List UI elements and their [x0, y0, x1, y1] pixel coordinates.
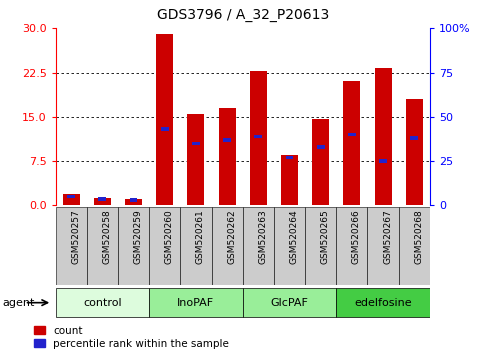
Bar: [99, 198, 106, 201]
Bar: [63, 194, 80, 205]
Text: GDS3796 / A_32_P20613: GDS3796 / A_32_P20613: [156, 8, 329, 23]
Bar: [56, 288, 149, 317]
Bar: [250, 72, 267, 205]
Text: GSM520263: GSM520263: [258, 210, 267, 264]
Text: GSM520268: GSM520268: [414, 210, 423, 264]
Text: GSM520261: GSM520261: [196, 210, 205, 264]
Bar: [242, 207, 274, 285]
Bar: [118, 207, 149, 285]
Bar: [180, 207, 212, 285]
Text: GSM520258: GSM520258: [102, 210, 112, 264]
Bar: [305, 207, 336, 285]
Bar: [379, 159, 387, 163]
Text: GSM520260: GSM520260: [165, 210, 174, 264]
Text: InoPAF: InoPAF: [177, 298, 214, 308]
Bar: [149, 288, 242, 317]
Bar: [274, 207, 305, 285]
Bar: [281, 155, 298, 205]
Bar: [336, 207, 368, 285]
Bar: [67, 195, 75, 198]
Bar: [56, 207, 87, 285]
Bar: [87, 207, 118, 285]
Bar: [212, 207, 242, 285]
Text: GSM520262: GSM520262: [227, 210, 236, 264]
Bar: [125, 199, 142, 205]
Bar: [406, 99, 423, 205]
Bar: [192, 142, 200, 145]
Bar: [368, 207, 398, 285]
Text: GSM520264: GSM520264: [289, 210, 298, 264]
Bar: [161, 127, 169, 131]
Bar: [156, 34, 173, 205]
Bar: [242, 288, 336, 317]
Text: GSM520266: GSM520266: [352, 210, 361, 264]
Bar: [285, 156, 293, 159]
Text: GSM520259: GSM520259: [133, 210, 142, 264]
Bar: [223, 138, 231, 142]
Bar: [343, 81, 360, 205]
Text: edelfosine: edelfosine: [354, 298, 412, 308]
Legend: count, percentile rank within the sample: count, percentile rank within the sample: [34, 326, 229, 349]
Bar: [348, 133, 356, 136]
Text: GSM520265: GSM520265: [321, 210, 330, 264]
Text: agent: agent: [2, 298, 35, 308]
Bar: [411, 136, 418, 140]
Text: control: control: [83, 298, 122, 308]
Bar: [218, 108, 236, 205]
Bar: [129, 198, 137, 202]
Bar: [317, 145, 325, 149]
Text: GSM520267: GSM520267: [383, 210, 392, 264]
Bar: [398, 207, 430, 285]
Bar: [94, 198, 111, 205]
Bar: [149, 207, 180, 285]
Bar: [187, 114, 204, 205]
Text: GSM520257: GSM520257: [71, 210, 80, 264]
Bar: [312, 119, 329, 205]
Bar: [336, 288, 430, 317]
Bar: [255, 135, 262, 138]
Bar: [374, 68, 392, 205]
Text: GlcPAF: GlcPAF: [270, 298, 309, 308]
